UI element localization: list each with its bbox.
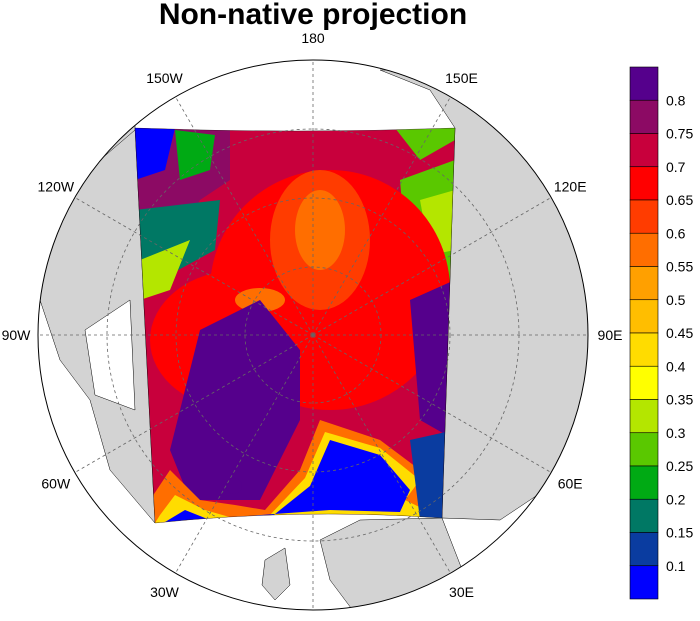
meridian-line [312, 96, 451, 336]
colorbar-label: 0.7 [666, 159, 686, 175]
longitude-label: 30E [449, 584, 474, 600]
colorbar-label: 0.75 [666, 126, 693, 142]
meridian-line [312, 197, 552, 336]
colorbar-label: 0.5 [666, 292, 686, 308]
meridian-line [312, 334, 552, 473]
meridian-line [74, 334, 314, 473]
colorbar-box [629, 166, 659, 201]
colorbar: 0.8 0.75 0.7 0.65 0.6 0.55 0.5 0.45 0.4 0.35 0.3 0.… [629, 66, 693, 600]
colorbar-box [629, 299, 659, 334]
colorbar-box [629, 199, 659, 234]
land-british-isles [261, 547, 291, 601]
plot-title: Non-native projection [158, 0, 468, 31]
colorbar-box [629, 232, 659, 267]
parallel-circle [244, 266, 382, 404]
longitude-labels: 180150E120E90E60E30E030W60W90W120W150W [2, 30, 623, 600]
longitude-label: 60W [41, 476, 71, 492]
longitude-label: 90W [2, 327, 32, 343]
colorbar-box [629, 365, 659, 400]
colorbar-label: 0.55 [666, 259, 693, 275]
graticule [38, 60, 588, 610]
colorbar-label: 0.25 [666, 458, 693, 474]
longitude-label: 150W [146, 70, 183, 86]
colorbar-box [629, 99, 659, 134]
meridian-line [175, 96, 314, 336]
colorbar-label: 0.65 [666, 192, 693, 208]
colorbar-label: 0.45 [666, 325, 693, 341]
parallel-circle [175, 197, 451, 473]
colorbar-box [629, 399, 659, 434]
meridian-line [312, 334, 451, 574]
colorbar-box [629, 565, 659, 600]
map-border [37, 59, 589, 611]
colorbar-label: 0.15 [666, 525, 693, 541]
colorbar-label: 0.3 [666, 425, 686, 441]
longitude-label: 120W [38, 179, 75, 195]
colorbar-label: 0.1 [666, 558, 686, 574]
meridian-line [175, 334, 314, 574]
colorbar-label: 0.35 [666, 392, 693, 408]
colorbar-box [629, 432, 659, 467]
parallel-circle [106, 128, 520, 542]
colorbar-box [629, 332, 659, 367]
colorbar-box [629, 266, 659, 301]
longitude-label: 90E [598, 327, 623, 343]
colorbar-box [629, 498, 659, 533]
meridian-line [74, 197, 314, 336]
longitude-label: 180 [301, 30, 325, 46]
colorbar-label: 0.8 [666, 92, 686, 108]
colorbar-box [629, 66, 659, 101]
land-hudson-bay-water [84, 299, 136, 411]
colorbar-label: 0.4 [666, 358, 686, 374]
colorbar-box [629, 133, 659, 168]
colorbar-box [629, 465, 659, 500]
data-field [135, 128, 455, 523]
longitude-label: 120E [554, 179, 587, 195]
colorbar-box [629, 532, 659, 567]
longitude-label: 60E [558, 476, 583, 492]
colorbar-label: 0.2 [666, 491, 686, 507]
longitude-label: 30W [150, 584, 180, 600]
longitude-label: 150E [445, 70, 478, 86]
colorbar-label: 0.6 [666, 225, 686, 241]
